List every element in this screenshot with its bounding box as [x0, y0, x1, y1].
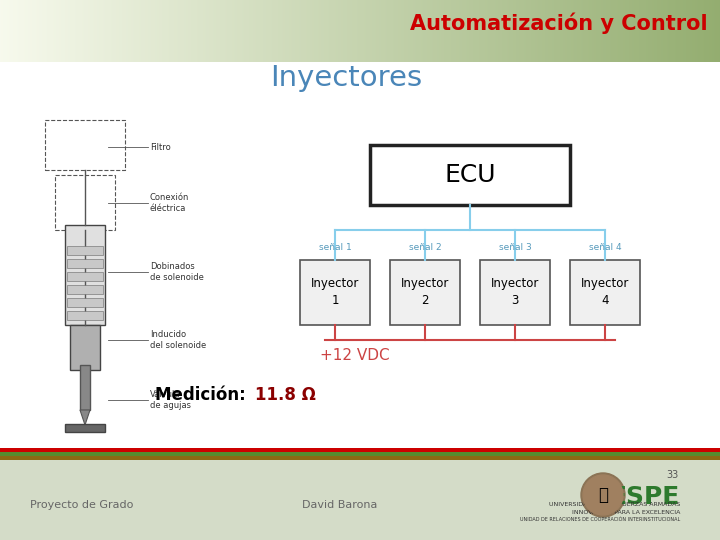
- Text: Válvula
de agujas: Válvula de agujas: [150, 390, 191, 410]
- Text: señal 4: señal 4: [589, 244, 621, 253]
- Text: UNIDAD DE RELACIONES DE COOPERACIÓN INTERINSTITUCIONAL: UNIDAD DE RELACIONES DE COOPERACIÓN INTE…: [520, 517, 680, 522]
- Circle shape: [581, 473, 625, 517]
- Text: David Barona: David Barona: [302, 500, 378, 510]
- Text: INNOVACIÓN PARA LA EXCELENCIA: INNOVACIÓN PARA LA EXCELENCIA: [572, 510, 680, 515]
- Bar: [300, 260, 370, 325]
- Text: Inyector
4: Inyector 4: [581, 278, 629, 307]
- Bar: [65, 424, 105, 432]
- Bar: [67, 298, 103, 307]
- Bar: [67, 311, 103, 320]
- Text: ESPE: ESPE: [610, 485, 680, 509]
- Text: Inyector
3: Inyector 3: [491, 278, 539, 307]
- Bar: [570, 260, 640, 325]
- Text: señal 3: señal 3: [499, 244, 531, 253]
- Text: señal 2: señal 2: [409, 244, 441, 253]
- Text: Proyecto de Grado: Proyecto de Grado: [30, 500, 133, 510]
- Bar: [45, 120, 125, 170]
- Text: ECU: ECU: [444, 163, 496, 187]
- Circle shape: [583, 475, 623, 515]
- Text: 11.8 Ω: 11.8 Ω: [255, 386, 316, 404]
- Text: UNIVERSIDAD DE LAS FUERZAS ARMADAS: UNIVERSIDAD DE LAS FUERZAS ARMADAS: [549, 502, 680, 507]
- Bar: [370, 145, 570, 205]
- Bar: [0, 452, 720, 456]
- Text: Inducido
del solenoide: Inducido del solenoide: [150, 330, 206, 350]
- Text: 33: 33: [666, 470, 678, 480]
- Text: Medición:: Medición:: [155, 386, 251, 404]
- Polygon shape: [80, 410, 90, 425]
- Bar: [70, 325, 100, 370]
- Bar: [80, 365, 90, 410]
- Text: Dobinados
de solenoide: Dobinados de solenoide: [150, 262, 204, 282]
- Text: Inyectores: Inyectores: [270, 64, 422, 92]
- Text: Filtro: Filtro: [150, 143, 171, 152]
- Bar: [65, 225, 105, 325]
- Bar: [0, 460, 720, 540]
- Bar: [480, 260, 550, 325]
- Text: Inyector
2: Inyector 2: [401, 278, 449, 307]
- Text: +12 VDC: +12 VDC: [320, 348, 390, 362]
- Text: señal 1: señal 1: [319, 244, 351, 253]
- Text: Inyector
1: Inyector 1: [311, 278, 359, 307]
- Bar: [0, 456, 720, 460]
- Bar: [67, 272, 103, 281]
- Bar: [0, 448, 720, 452]
- Bar: [55, 175, 115, 230]
- Text: 🛡: 🛡: [598, 486, 608, 504]
- Text: Automatización y Control: Automatización y Control: [410, 13, 708, 35]
- Text: Conexión
éléctrica: Conexión éléctrica: [150, 193, 189, 213]
- Bar: [390, 260, 460, 325]
- Bar: [67, 246, 103, 255]
- Bar: [67, 259, 103, 268]
- Bar: [67, 285, 103, 294]
